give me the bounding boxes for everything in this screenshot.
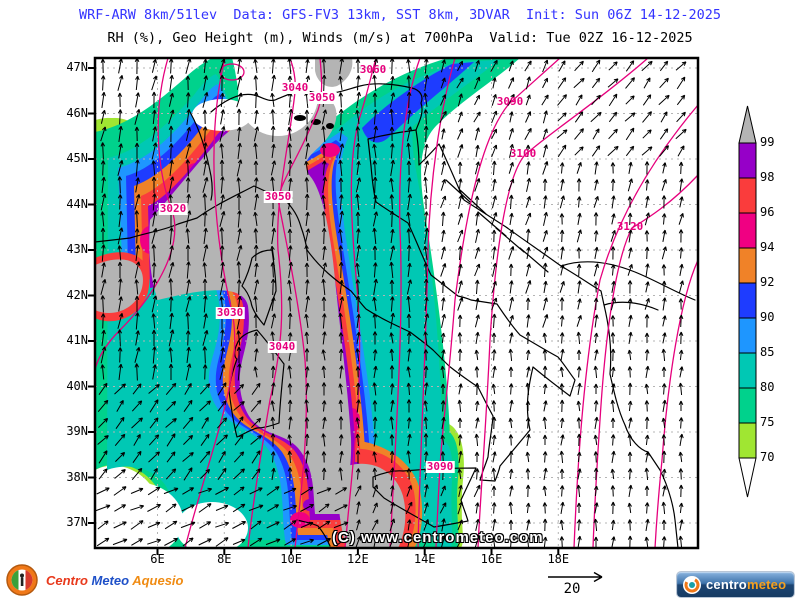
lat-tick-label: 42N [66,287,88,302]
colorbar-tick-label: 70 [760,450,775,464]
logo-left-text: Centro Meteo Aquesio [46,573,184,588]
logo-left-word: Centro [46,572,92,588]
contour-label: 3050 [263,190,293,203]
lat-tick-label: 37N [66,515,88,529]
logo-left-word: Aquesio [132,572,184,588]
centrometeo-swirl-icon [683,575,701,594]
wind-scale-arrow [548,571,603,583]
lat-tick-label: 41N [66,333,88,347]
contour-label: 3040 [267,340,297,353]
logo-right-part1: centro [706,577,747,592]
lat-tick-label: 43N [66,242,88,256]
contour-label: 3090 [496,95,524,108]
lon-tick-label: 14E [413,552,436,566]
lon-tick-label: 10E [280,552,302,566]
colorbar-tick-label: 94 [760,240,775,254]
lon-tick-label: 8E [217,552,232,566]
lat-tick-label: 46N [66,105,88,120]
contour-label: 3120 [616,220,644,233]
lon-tick-label: 12E [347,552,369,566]
lat-tick-label: 45N [66,151,88,165]
wind-scale-label: 20 [563,581,581,597]
map-frame [88,56,700,555]
colorbar-tick-label: 90 [760,310,775,324]
colorbar-tick-label: 99 [760,135,775,149]
colorbar-tick-label: 96 [760,205,775,219]
logo-right-text: centrometeo [706,577,786,592]
colorbar-tick-label: 80 [760,380,775,394]
contour-label: 3090 [425,460,455,473]
contour-label: 3030 [215,306,245,319]
contour-label: 3020 [158,202,188,215]
wind-arrows [95,58,687,548]
contour-label: 3060 [359,63,387,76]
grid-lines [95,58,698,548]
lat-tick-label: 40N [66,378,88,393]
logo-right-part2: meteo [746,577,787,592]
lon-tick-label: 16E [480,552,503,566]
model-title: WRF-ARW 8km/51lev Data: GFS-FV3 13km, SS… [78,7,722,23]
colorbar-tick-label: 98 [760,170,775,184]
aquesio-badge-icon [6,564,38,596]
lat-tick-label: 44N [66,196,88,211]
chart-subtitle: RH (%), Geo Height (m), Winds (m/s) at 7… [107,30,693,46]
colorbar [738,105,757,498]
lat-tick-label: 38N [66,469,88,484]
centro-meteo-aquesio-logo: Centro Meteo Aquesio [4,561,304,599]
map-area [95,58,698,548]
centrometeo-logo: centrometeo [676,571,795,598]
logo-left-word: Meteo [91,572,133,588]
colorbar-tick-label: 75 [760,415,775,429]
lon-tick-label: 6E [150,552,165,566]
contour-label: 3100 [509,147,537,160]
lat-tick-label: 47N [66,60,88,74]
watermark: (C) www.centrometeo.com [332,529,544,546]
lon-tick-label: 18E [547,552,570,566]
lat-tick-label: 39N [66,424,88,438]
contour-label: 3050 [307,91,337,104]
colorbar-tick-label: 92 [760,275,775,289]
colorbar-tick-label: 85 [760,345,775,359]
contour-label: 3040 [280,81,310,94]
